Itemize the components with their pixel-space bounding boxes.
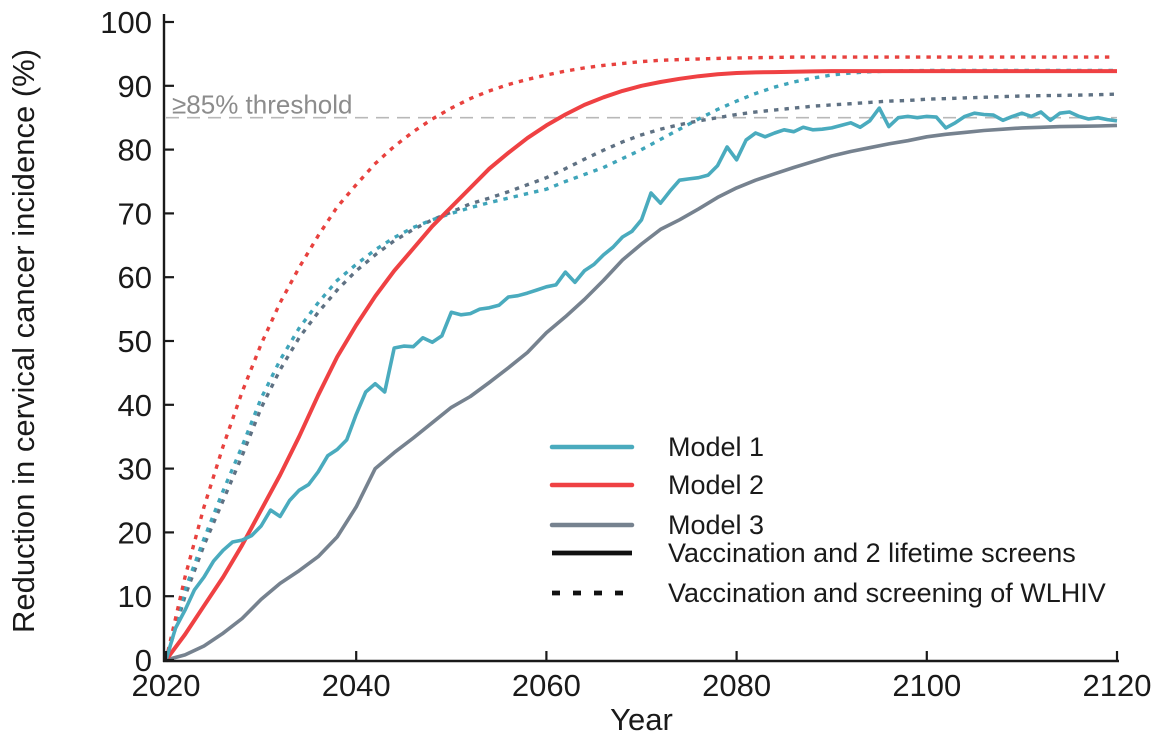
x-axis-title: Year bbox=[610, 702, 673, 737]
series-model2-solid bbox=[164, 69, 1117, 662]
legend-label-model-3: Model 3 bbox=[668, 510, 764, 540]
y-axis-title: Reduction in cervical cancer incidence (… bbox=[6, 49, 41, 633]
threshold-label: ≥85% threshold bbox=[172, 90, 353, 120]
legend-label-dotted: Vaccination and screening of WLHIV bbox=[668, 578, 1106, 608]
x-tick-label: 2100 bbox=[892, 668, 961, 703]
series-model3-solid bbox=[165, 123, 1118, 662]
x-tick-label: 2060 bbox=[512, 668, 581, 703]
y-tick-label: 100 bbox=[100, 5, 152, 40]
y-tick-label: 70 bbox=[118, 196, 152, 231]
y-tick-label: 60 bbox=[118, 260, 152, 295]
y-tick-label: 30 bbox=[118, 452, 152, 487]
x-tick-label: 2040 bbox=[322, 668, 391, 703]
y-tick-label: 80 bbox=[118, 133, 152, 168]
y-tick-label: 90 bbox=[118, 69, 152, 104]
series-model1-solid bbox=[164, 106, 1118, 661]
y-tick-label: 10 bbox=[118, 579, 152, 614]
y-tick-label: 40 bbox=[118, 388, 152, 423]
legend-label-solid: Vaccination and 2 lifetime screens bbox=[668, 538, 1076, 568]
x-tick-label: 2020 bbox=[132, 668, 201, 703]
y-tick-label: 50 bbox=[118, 324, 152, 359]
y-tick-label: 0 bbox=[135, 643, 152, 678]
x-tick-label: 2080 bbox=[702, 668, 771, 703]
series-model2-dotted bbox=[163, 55, 1119, 663]
series-model3-dotted bbox=[163, 92, 1119, 663]
x-tick-label: 2120 bbox=[1083, 668, 1152, 703]
series-model1-dotted bbox=[163, 68, 1119, 663]
legend-label-model-1: Model 1 bbox=[668, 432, 764, 462]
legend-label-model-2: Model 2 bbox=[668, 470, 764, 500]
y-tick-label: 20 bbox=[118, 515, 152, 550]
